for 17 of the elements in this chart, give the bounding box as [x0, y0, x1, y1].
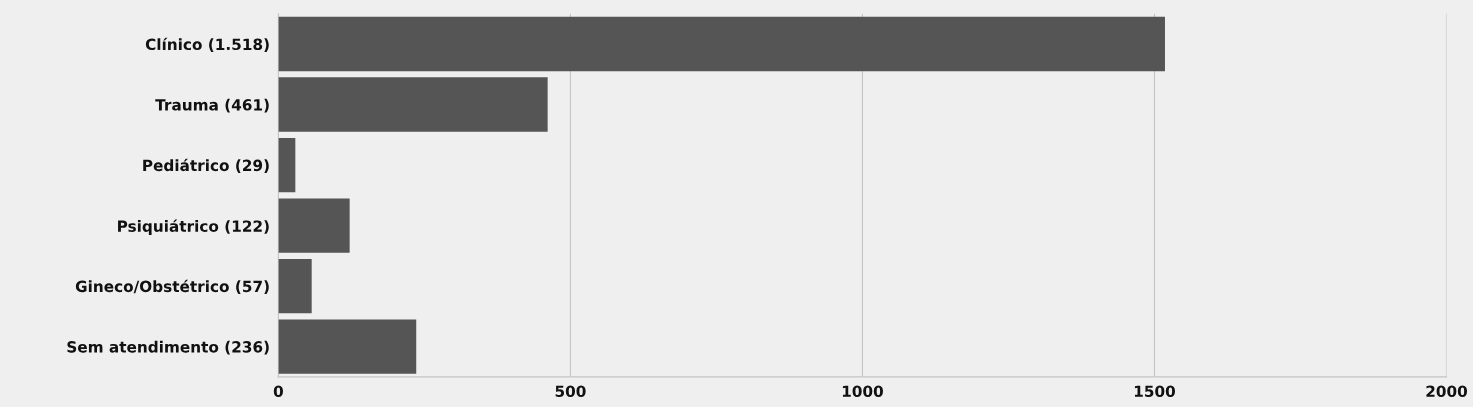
bar — [278, 258, 312, 314]
y-tick-label: Clínico (1.518) — [145, 37, 269, 52]
y-tick-label: Psiquiátrico (122) — [118, 219, 269, 235]
x-tick-label: 0 — [273, 385, 283, 398]
bar — [278, 319, 417, 374]
bar — [278, 137, 296, 193]
bar — [278, 16, 1165, 72]
x-tick-label: 2000 — [1426, 385, 1468, 398]
y-tick-label: Trauma (461) — [155, 98, 269, 113]
x-tick-label: 500 — [555, 385, 586, 398]
x-tick-label: 1500 — [1134, 385, 1175, 398]
bar — [278, 77, 548, 132]
y-tick-label: Pediátrico (29) — [143, 158, 269, 173]
y-tick-label: Gineco/Obstétrico (57) — [75, 279, 269, 294]
x-tick-label: 1000 — [842, 385, 883, 398]
bar — [278, 198, 350, 253]
y-tick-label: Sem atendimento (236) — [67, 340, 269, 355]
